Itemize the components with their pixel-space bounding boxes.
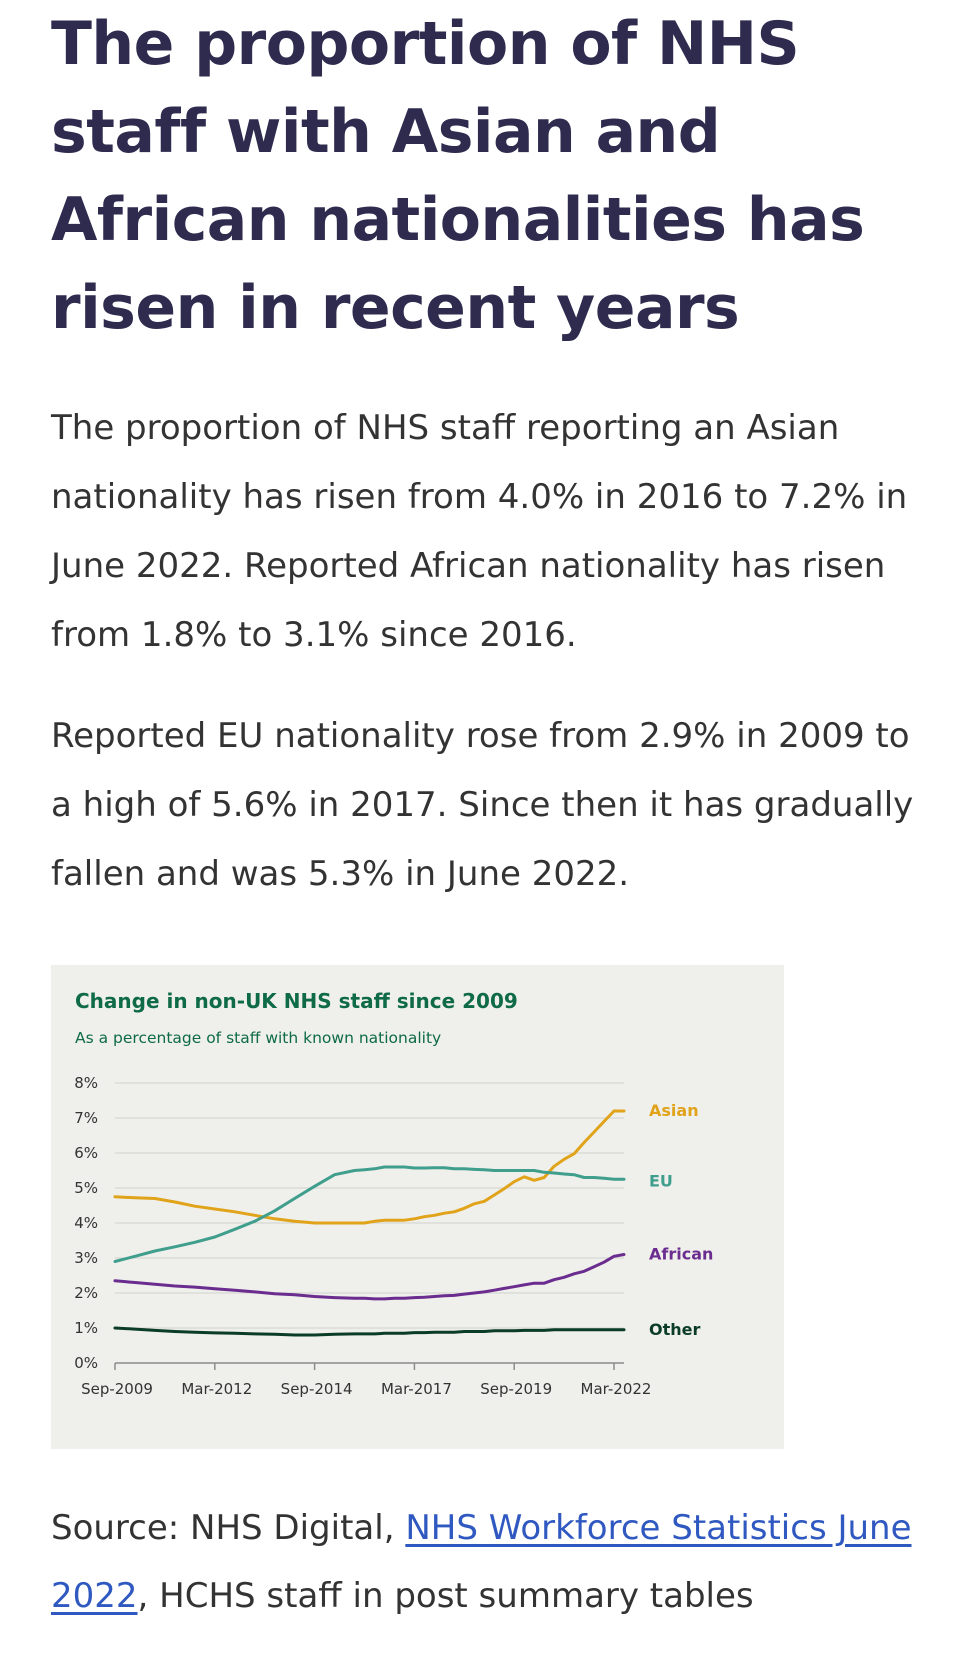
page-title: The proportion of NHS staff with Asian a… [51, 9, 865, 343]
y-tick-label: 8% [74, 1074, 98, 1092]
y-tick-label: 0% [74, 1354, 98, 1372]
series-label-other: Other [649, 1320, 700, 1339]
source-link[interactable]: NHS Workforce Statistics June 2022 [51, 1508, 912, 1616]
series-line-asian [113, 1109, 626, 1225]
y-tick-label: 6% [74, 1144, 98, 1162]
x-tick-label: Mar-2012 [181, 1380, 252, 1398]
series-line-other [113, 1326, 626, 1337]
y-tick-label: 4% [74, 1214, 98, 1232]
y-axis: 0% 1% 2% 3% 4% 5% 6% 7% 8% [74, 1074, 98, 1372]
x-tick-label: Mar-2022 [581, 1380, 652, 1398]
series-label-african: African [649, 1245, 713, 1264]
source-note: Source: NHS Digital, NHS Workforce Stati… [51, 1494, 931, 1630]
y-tick-label: 1% [74, 1319, 98, 1337]
gridlines [115, 1082, 624, 1329]
intro-paragraph-asian-african: The proportion of NHS staff reporting an… [51, 408, 908, 655]
series-line-eu [113, 1165, 626, 1263]
y-tick-label: 2% [74, 1284, 98, 1302]
series-labels: Asian EU African Other [649, 1101, 713, 1339]
y-tick-label: 5% [74, 1179, 98, 1197]
x-tick-label: Sep-2019 [480, 1380, 552, 1398]
x-tick-label: Mar-2017 [381, 1380, 452, 1398]
line-chart: Change in non-UK NHS staff since 2009 As… [74, 989, 713, 1398]
y-tick-label: 3% [74, 1249, 98, 1267]
series-lines [113, 1109, 626, 1337]
chart-container: Change in non-UK NHS staff since 2009 As… [51, 965, 784, 1449]
intro-paragraph-eu: Reported EU nationality rose from 2.9% i… [51, 716, 914, 894]
series-label-eu: EU [649, 1171, 673, 1190]
x-tick-label: Sep-2009 [81, 1380, 153, 1398]
chart-subtitle: As a percentage of staff with known nati… [75, 1029, 441, 1047]
x-tick-label: Sep-2014 [281, 1380, 353, 1398]
series-label-asian: Asian [649, 1101, 699, 1120]
source-suffix: , HCHS staff in post summary tables [137, 1576, 754, 1616]
x-axis: Sep-2009 Mar-2012 Sep-2014 Mar-2017 Sep-2019… [81, 1362, 652, 1398]
y-tick-label: 7% [74, 1109, 98, 1127]
chart-title: Change in non-UK NHS staff since 2009 [75, 989, 518, 1013]
source-prefix: Source: NHS Digital, [51, 1508, 395, 1548]
series-line-african [113, 1253, 626, 1301]
